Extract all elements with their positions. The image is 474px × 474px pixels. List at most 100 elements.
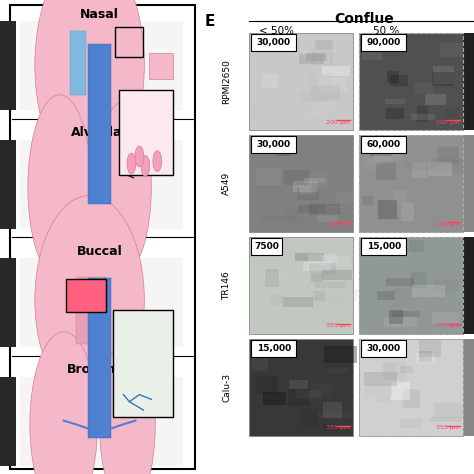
Text: 355 μm: 355 μm <box>327 425 350 430</box>
Bar <box>410 45 439 57</box>
Bar <box>463 237 474 334</box>
Text: RPMl2650: RPMl2650 <box>222 59 231 104</box>
Bar <box>253 107 280 118</box>
Bar <box>318 105 339 110</box>
Bar <box>261 274 285 285</box>
Bar <box>149 53 173 79</box>
Bar <box>434 279 458 292</box>
Bar <box>391 383 410 400</box>
Bar <box>383 363 396 380</box>
Text: 15,000: 15,000 <box>367 242 401 251</box>
Bar <box>432 72 455 86</box>
Text: 355 μm: 355 μm <box>437 425 460 430</box>
Bar <box>116 27 143 57</box>
Bar <box>428 162 452 176</box>
Text: 200 μm: 200 μm <box>437 221 460 227</box>
Bar <box>324 346 356 363</box>
Bar <box>311 52 332 64</box>
Text: Bronchial: Bronchial <box>66 363 133 376</box>
Bar <box>324 99 337 107</box>
Bar <box>386 109 404 119</box>
Bar <box>463 339 474 436</box>
Bar <box>251 34 296 51</box>
Bar <box>298 205 326 213</box>
Bar <box>322 66 349 76</box>
Bar <box>248 339 353 436</box>
Bar <box>308 254 337 265</box>
Bar <box>419 340 441 357</box>
Bar <box>304 178 326 182</box>
Bar <box>336 191 354 203</box>
Bar <box>292 182 318 191</box>
Text: 30,000: 30,000 <box>257 140 291 149</box>
Bar <box>299 54 324 64</box>
Text: TR146: TR146 <box>222 271 231 300</box>
Bar <box>431 158 464 173</box>
Text: 30,000: 30,000 <box>257 38 291 47</box>
Bar <box>374 154 402 161</box>
Text: 355 μm: 355 μm <box>327 323 350 328</box>
Bar <box>319 412 351 418</box>
Bar <box>256 168 282 184</box>
Bar <box>315 40 333 50</box>
Bar <box>401 203 414 220</box>
Bar <box>300 188 315 195</box>
Bar <box>253 353 268 371</box>
Bar <box>358 237 463 334</box>
Bar <box>425 94 446 105</box>
Bar <box>248 135 353 232</box>
Text: 200 μm: 200 μm <box>437 119 460 125</box>
Bar <box>20 258 183 347</box>
Bar <box>437 147 459 164</box>
Bar <box>88 278 111 438</box>
Bar <box>392 311 420 317</box>
Circle shape <box>153 151 162 172</box>
Bar <box>387 72 399 82</box>
Bar <box>119 90 173 175</box>
Bar <box>362 47 383 60</box>
Bar <box>364 373 397 386</box>
Bar <box>88 44 111 204</box>
Bar <box>378 201 397 219</box>
Text: A549: A549 <box>222 172 231 195</box>
Bar <box>428 283 447 300</box>
Bar <box>306 53 327 61</box>
Bar <box>263 392 286 405</box>
Bar <box>403 389 420 408</box>
Text: 200 μm: 200 μm <box>327 221 350 227</box>
Ellipse shape <box>96 102 151 273</box>
Bar <box>419 351 432 362</box>
Bar <box>20 377 183 465</box>
Bar <box>0 140 16 229</box>
Bar <box>263 74 278 89</box>
Bar <box>361 136 406 153</box>
Bar <box>284 170 309 185</box>
Bar <box>384 317 417 328</box>
Bar <box>447 108 460 123</box>
Bar <box>361 34 406 51</box>
Bar <box>310 110 325 115</box>
Text: 7500: 7500 <box>254 242 279 251</box>
Ellipse shape <box>35 0 144 179</box>
Bar <box>392 288 413 307</box>
Bar <box>391 75 408 86</box>
Bar <box>400 366 413 373</box>
Bar <box>76 277 106 344</box>
Bar <box>270 294 283 305</box>
Text: Alveolar: Alveolar <box>71 126 128 139</box>
Text: Calu-3: Calu-3 <box>222 373 231 402</box>
Bar <box>390 310 402 324</box>
Bar <box>416 353 435 363</box>
Bar <box>435 95 450 100</box>
Ellipse shape <box>100 339 155 474</box>
Bar <box>361 238 406 255</box>
Bar <box>283 297 313 307</box>
Bar <box>261 216 294 221</box>
Circle shape <box>141 155 150 176</box>
Bar <box>276 145 291 155</box>
Bar <box>300 186 310 193</box>
Text: 90,000: 90,000 <box>367 38 401 47</box>
Bar <box>378 242 401 257</box>
Bar <box>20 21 183 110</box>
Bar <box>315 295 344 307</box>
